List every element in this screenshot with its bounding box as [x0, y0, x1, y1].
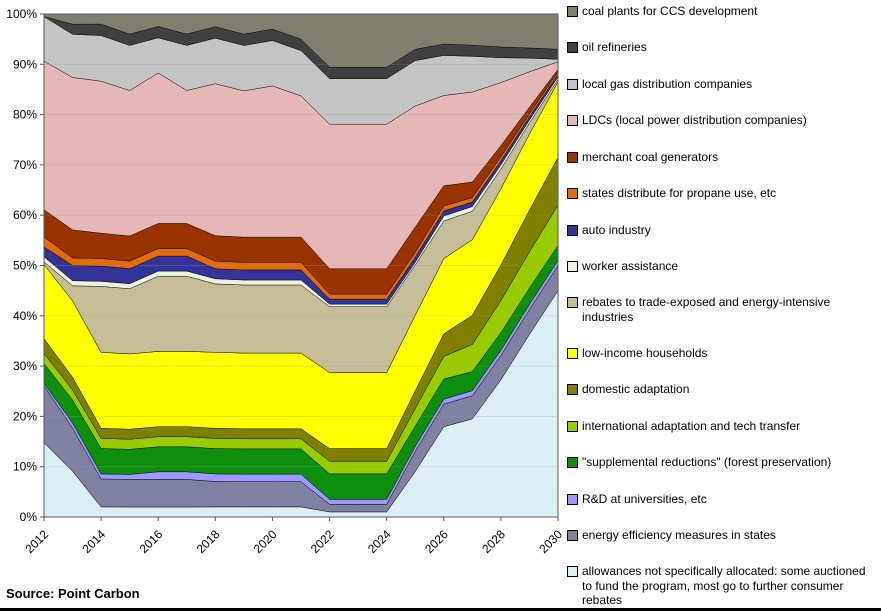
- legend-label: coal plants for CCS development: [582, 4, 758, 18]
- legend-swatch: [567, 530, 578, 542]
- legend-item: auto industry: [567, 223, 877, 237]
- legend-label: merchant coal generators: [582, 149, 719, 164]
- legend-item: rebates to trade-exposed and energy-inte…: [567, 295, 877, 324]
- legend-label: local gas distribution companies: [582, 76, 753, 91]
- legend-swatch: [567, 188, 578, 200]
- legend-swatch: [567, 384, 578, 396]
- x-tick-label: 2028: [479, 527, 508, 556]
- y-tick-label: 0%: [20, 510, 38, 524]
- y-tick-label: 70%: [13, 158, 37, 172]
- legend-swatch: [567, 42, 578, 54]
- legend-label: oil refineries: [582, 40, 647, 55]
- legend-item: merchant coal generators: [567, 150, 877, 164]
- legend-label: states distribute for propane use, etc: [582, 186, 777, 201]
- legend-item: international adaptation and tech transf…: [567, 419, 877, 433]
- legend-label: LDCs (local power distribution companies…: [582, 113, 807, 128]
- legend-swatch: [567, 566, 578, 578]
- legend-item: domestic adaptation: [567, 382, 877, 396]
- x-tick-label: 2018: [194, 527, 223, 556]
- x-tick-label: 2016: [137, 527, 166, 556]
- legend-swatch: [567, 260, 578, 272]
- legend-label: low-income households: [582, 345, 708, 360]
- y-tick-label: 60%: [13, 208, 37, 222]
- legend-item: worker assistance: [567, 259, 877, 273]
- legend-item: R&D at universities, etc: [567, 492, 877, 506]
- legend-swatch: [567, 224, 578, 236]
- y-tick-label: 80%: [13, 108, 37, 122]
- x-tick-label: 2012: [22, 527, 51, 556]
- source-label: Source: Point Carbon: [6, 586, 140, 601]
- legend-label: rebates to trade-exposed and energy-inte…: [582, 295, 831, 324]
- bottom-divider: [0, 608, 881, 611]
- legend-swatch: [567, 347, 578, 359]
- legend-swatch: [567, 151, 578, 163]
- legend-label: domestic adaptation: [582, 382, 690, 397]
- stacked-area-plot: 0% 10% 20% 30% 40% 50% 60% 70% 80% 90% 100% 2012 201…: [6, 7, 565, 556]
- y-tick-label: 40%: [13, 309, 37, 323]
- legend-label: international adaptation and tech transf…: [582, 418, 801, 433]
- y-tick-label: 10%: [13, 460, 37, 474]
- legend-label: energy efficiency measures in states: [582, 528, 776, 543]
- x-tick-label: 2024: [365, 527, 394, 556]
- y-tick-label: 90%: [13, 57, 37, 71]
- legend-label: R&D at universities, etc: [582, 491, 707, 506]
- allowance-allocation-chart: 0% 10% 20% 30% 40% 50% 60% 70% 80% 90% 100% 2012 201…: [6, 7, 565, 556]
- legend-swatch: [567, 6, 578, 17]
- legend-label: worker assistance: [582, 258, 679, 273]
- legend-label: "supplemental reductions" (forest preser…: [582, 455, 832, 470]
- legend-swatch: [567, 115, 578, 127]
- chart-legend: coal plants for CCS development oil refin…: [567, 4, 877, 607]
- x-tick-label: 2030: [536, 527, 565, 556]
- y-tick-label: 30%: [13, 359, 37, 373]
- x-tick-label: 2022: [308, 527, 337, 556]
- x-tick-label: 2020: [251, 527, 280, 556]
- legend-swatch: [567, 493, 578, 505]
- legend-item: LDCs (local power distribution companies…: [567, 113, 877, 127]
- legend-swatch: [567, 457, 578, 469]
- legend-swatch: [567, 420, 578, 432]
- legend-item: oil refineries: [567, 40, 877, 54]
- legend-item: states distribute for propane use, etc: [567, 186, 877, 200]
- y-tick-label: 100%: [6, 7, 37, 21]
- legend-item: "supplemental reductions" (forest preser…: [567, 455, 877, 469]
- y-tick-label: 50%: [13, 259, 37, 273]
- y-tick-label: 20%: [13, 409, 37, 423]
- legend-item: local gas distribution companies: [567, 77, 877, 91]
- legend-item: low-income households: [567, 346, 877, 360]
- x-tick-label: 2014: [79, 527, 108, 556]
- legend-label: auto industry: [582, 222, 651, 237]
- legend-label: allowances not specifically allocated: s…: [582, 564, 866, 607]
- x-tick-label: 2026: [422, 527, 451, 556]
- legend-item: coal plants for CCS development: [567, 4, 877, 18]
- legend-swatch: [567, 297, 578, 309]
- legend-item: energy efficiency measures in states: [567, 528, 877, 542]
- legend-swatch: [567, 78, 578, 90]
- legend-item: allowances not specifically allocated: s…: [567, 564, 877, 607]
